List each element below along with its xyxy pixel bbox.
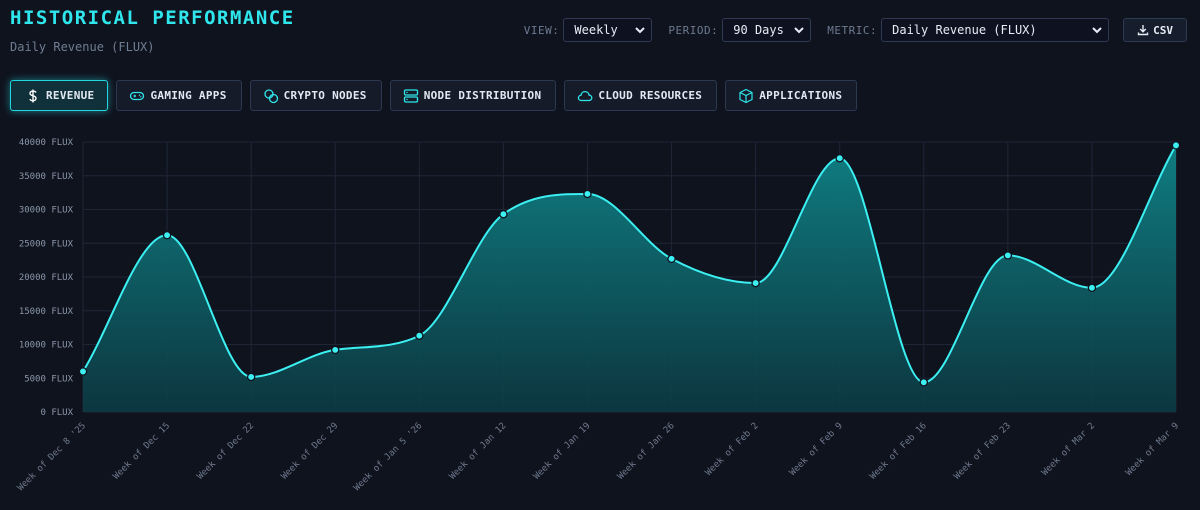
data-points: [78, 141, 1181, 387]
tab-node-distribution[interactable]: NODE DISTRIBUTION: [389, 80, 557, 111]
chevron-down-icon: [794, 27, 804, 34]
data-point[interactable]: [583, 189, 592, 199]
y-axis: 0 FLUX 5000 FLUX 10000 FLUX 15000 FLUX 20000…: [19, 138, 74, 418]
view-label: VIEW:: [523, 23, 560, 37]
y-tick-label: 15000 FLUX: [19, 307, 74, 317]
view-select-value: Weekly: [574, 23, 618, 37]
tab-crypto-nodes[interactable]: CRYPTO NODES: [249, 80, 382, 111]
tab-cloud-resources-label: CLOUD RESOURCES: [598, 89, 703, 102]
data-point[interactable]: [246, 372, 256, 382]
metric-tabs: REVENUE GAMING APPS CRYPTO NODES NODE DI…: [10, 80, 865, 111]
x-tick-label: Week of Dec 22: [196, 421, 257, 482]
tab-gaming-apps-label: GAMING APPS: [150, 89, 227, 102]
x-tick-label: Week of Jan 26: [616, 421, 677, 482]
data-point[interactable]: [330, 345, 340, 355]
x-tick-label: Week of Jan 5 '26: [352, 421, 424, 493]
y-tick-label: 25000 FLUX: [19, 239, 74, 249]
period-select-value: 90 Days: [733, 23, 784, 37]
data-point[interactable]: [667, 254, 676, 264]
x-tick-label: Week of Feb 9: [788, 421, 845, 478]
server-icon: [403, 88, 418, 103]
data-point[interactable]: [499, 209, 508, 219]
download-icon: [1137, 25, 1149, 36]
tab-revenue[interactable]: REVENUE: [10, 80, 109, 111]
x-tick-label: Week of Dec 15: [111, 421, 172, 482]
x-tick-label: Week of Dec 8 '25: [16, 421, 88, 493]
data-point[interactable]: [415, 331, 424, 340]
data-point[interactable]: [1087, 283, 1097, 293]
tab-crypto-nodes-label: CRYPTO NODES: [283, 89, 367, 102]
x-tick-label: Week of Mar 2: [1040, 421, 1097, 478]
y-tick-label: 0 FLUX: [40, 408, 73, 418]
period-select[interactable]: 90 Days: [722, 18, 812, 42]
x-tick-label: Week of Feb 16: [868, 421, 929, 482]
page-title: HISTORICAL PERFORMANCE: [10, 7, 295, 29]
tab-gaming-apps[interactable]: GAMING APPS: [116, 80, 242, 111]
tab-applications-label: APPLICATIONS: [759, 89, 843, 102]
tab-cloud-resources[interactable]: CLOUD RESOURCES: [564, 80, 718, 111]
x-tick-label: Week of Feb 23: [952, 421, 1013, 482]
x-tick-label: Week of Mar 9: [1124, 421, 1181, 478]
coins-icon: [263, 88, 278, 103]
revenue-area: [83, 145, 1176, 412]
dollar-icon: [29, 89, 37, 102]
chart-controls: VIEW: Weekly PERIOD: 90 Days METRIC: Dai…: [524, 18, 1187, 42]
tab-node-distribution-label: NODE DISTRIBUTION: [423, 89, 542, 102]
cube-icon: [739, 88, 753, 103]
tab-applications[interactable]: APPLICATIONS: [725, 80, 858, 111]
y-tick-label: 30000 FLUX: [19, 206, 74, 216]
data-point[interactable]: [751, 278, 760, 288]
cloud-icon: [578, 90, 593, 101]
data-point[interactable]: [162, 230, 172, 240]
x-tick-label: Week of Jan 12: [448, 421, 509, 482]
page-subtitle: Daily Revenue (FLUX): [10, 40, 155, 54]
metric-label: METRIC:: [827, 23, 878, 37]
x-tick-label: Week of Feb 2: [704, 421, 761, 478]
y-tick-label: 20000 FLUX: [19, 273, 74, 283]
x-tick-label: Week of Jan 19: [532, 421, 593, 482]
y-tick-label: 40000 FLUX: [19, 138, 74, 148]
y-tick-label: 10000 FLUX: [19, 341, 74, 351]
y-tick-label: 35000 FLUX: [19, 172, 74, 182]
chevron-down-icon: [1092, 27, 1102, 34]
data-point[interactable]: [919, 378, 929, 387]
data-point[interactable]: [78, 367, 88, 376]
tab-revenue-label: REVENUE: [46, 89, 95, 102]
x-axis: Week of Dec 8 '25 Week of Dec 15 Week of D…: [16, 421, 1181, 493]
y-tick-label: 5000 FLUX: [24, 374, 73, 384]
gamepad-icon: [130, 91, 145, 100]
csv-export-button[interactable]: CSV: [1123, 18, 1187, 42]
period-label: PERIOD:: [668, 23, 719, 37]
data-point[interactable]: [835, 153, 844, 163]
csv-label: CSV: [1153, 23, 1173, 37]
data-point[interactable]: [1003, 251, 1013, 260]
view-select[interactable]: Weekly: [563, 18, 653, 42]
data-point[interactable]: [1171, 141, 1181, 150]
metric-select-value: Daily Revenue (FLUX): [892, 23, 1037, 37]
metric-select[interactable]: Daily Revenue (FLUX): [881, 18, 1110, 42]
x-tick-label: Week of Dec 29: [280, 421, 341, 482]
chevron-down-icon: [635, 27, 646, 34]
